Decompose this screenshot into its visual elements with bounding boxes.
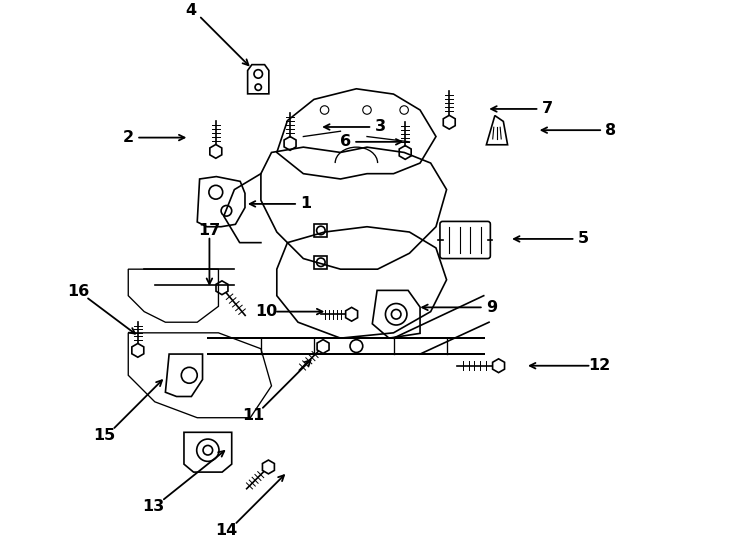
Text: 4: 4	[185, 3, 197, 18]
Text: 10: 10	[255, 304, 277, 319]
Text: 2: 2	[123, 130, 134, 145]
Text: 1: 1	[300, 197, 311, 212]
Text: 12: 12	[588, 358, 611, 373]
Text: 14: 14	[215, 523, 238, 538]
Text: 9: 9	[486, 300, 497, 315]
Text: 7: 7	[542, 102, 553, 117]
Text: 17: 17	[198, 223, 220, 238]
Text: 5: 5	[578, 232, 589, 246]
Text: 11: 11	[241, 408, 264, 423]
Bar	[314, 256, 327, 269]
Bar	[314, 224, 327, 238]
Text: 16: 16	[67, 284, 89, 299]
Text: 13: 13	[142, 499, 165, 514]
Text: 15: 15	[93, 428, 115, 443]
Text: 3: 3	[374, 119, 386, 134]
Text: 6: 6	[340, 134, 351, 150]
Text: 8: 8	[606, 123, 617, 138]
